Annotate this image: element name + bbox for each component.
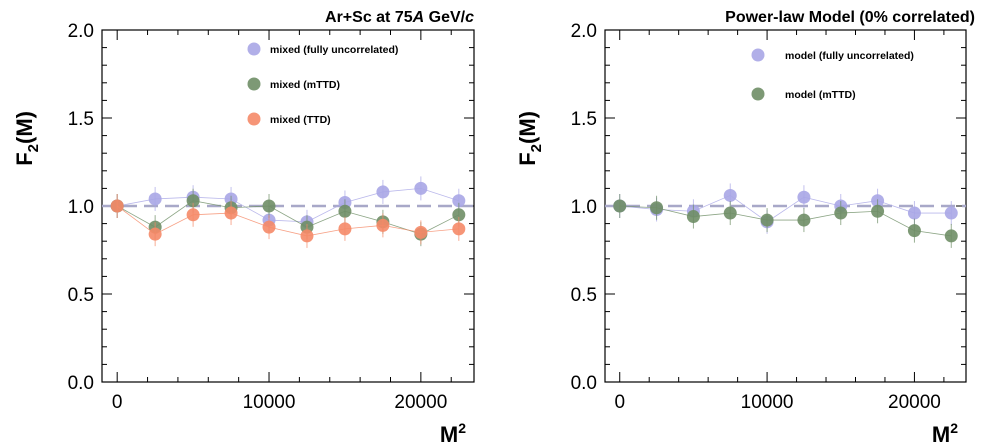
y-tick-label: 1.5 [68,109,94,130]
series-2 [110,188,466,247]
series-line [116,200,459,235]
series-2 [613,194,958,248]
data-point [148,227,162,241]
data-point [262,220,276,234]
legend-label: model (mTTD) [785,89,856,101]
data-point [262,199,276,213]
data-point [338,222,352,236]
data-point [797,190,811,204]
data-point [686,210,700,224]
x-tick-label: 10000 [243,392,296,413]
data-point [452,194,466,208]
data-point [944,206,958,220]
y-axis-title: F2(M) [12,111,42,166]
data-point [760,213,774,227]
x-tick-label: 10000 [741,392,794,413]
x-tick-label: 20000 [394,392,447,413]
data-point [148,192,162,206]
x-axis-title: M2 [440,420,466,447]
legend-label: mixed (TTD) [270,114,331,126]
panel-title: Power-law Model (0% correlated) [725,9,975,26]
y-axis-title: F2(M) [515,111,545,166]
legend-marker [247,77,261,91]
data-point [907,224,921,238]
data-point [186,208,200,222]
y-tick-label: 2.0 [68,21,94,42]
data-point [376,218,390,232]
series-line [619,194,952,223]
legend-label: model (fully uncorrelated) [785,50,914,62]
data-point [338,204,352,218]
y-tick-label: 0.0 [68,373,94,394]
data-point [650,201,664,215]
y-tick-label: 2.0 [571,21,597,42]
data-point [907,206,921,220]
x-tick-label: 0 [112,392,123,413]
data-point [613,199,627,213]
legend-marker [247,42,261,56]
data-point [452,208,466,222]
y-tick-label: 0.0 [571,373,597,394]
y-tick-label: 1.5 [571,109,597,130]
data-point [723,206,737,220]
chart-panel-1: 0.0 0.5 1.0 1.5 2.0 0 10000 20000 F2(M) M2 Ar+Sc a… [12,9,475,447]
x-axis-title: M2 [932,420,958,447]
y-tick-label: 0.5 [571,285,597,306]
data-point [300,229,314,243]
legend-marker [751,48,765,62]
data-point [110,199,124,213]
data-point [414,181,428,195]
y-tick-label: 1.0 [571,197,597,218]
legend-label: mixed (fully uncorrelated) [270,44,398,56]
series-line [116,205,459,237]
data-point [723,188,737,202]
data-point [376,185,390,199]
data-point [871,204,885,218]
data-point [797,213,811,227]
series-line [619,205,952,237]
series-line [117,187,459,223]
data-point [452,222,466,236]
series-1 [110,176,466,234]
y-tick-label: 1.0 [68,197,94,218]
data-point [834,206,848,220]
data-point [186,194,200,208]
data-point [224,206,238,220]
legend-label: mixed (mTTD) [270,79,340,91]
data-point [944,229,958,243]
x-tick-label: 0 [614,392,625,413]
data-point [414,225,428,239]
legend-marker [247,112,261,126]
chart-panel-2: 0.0 0.5 1.0 1.5 2.0 0 10000 20000 F2(M) M2 Power-l… [515,9,975,447]
y-tick-label: 0.5 [68,285,94,306]
panel-title: Ar+Sc at 75A GeV/c [325,9,474,26]
x-tick-label: 20000 [888,392,941,413]
series-3 [110,194,466,248]
legend-marker [751,87,765,101]
